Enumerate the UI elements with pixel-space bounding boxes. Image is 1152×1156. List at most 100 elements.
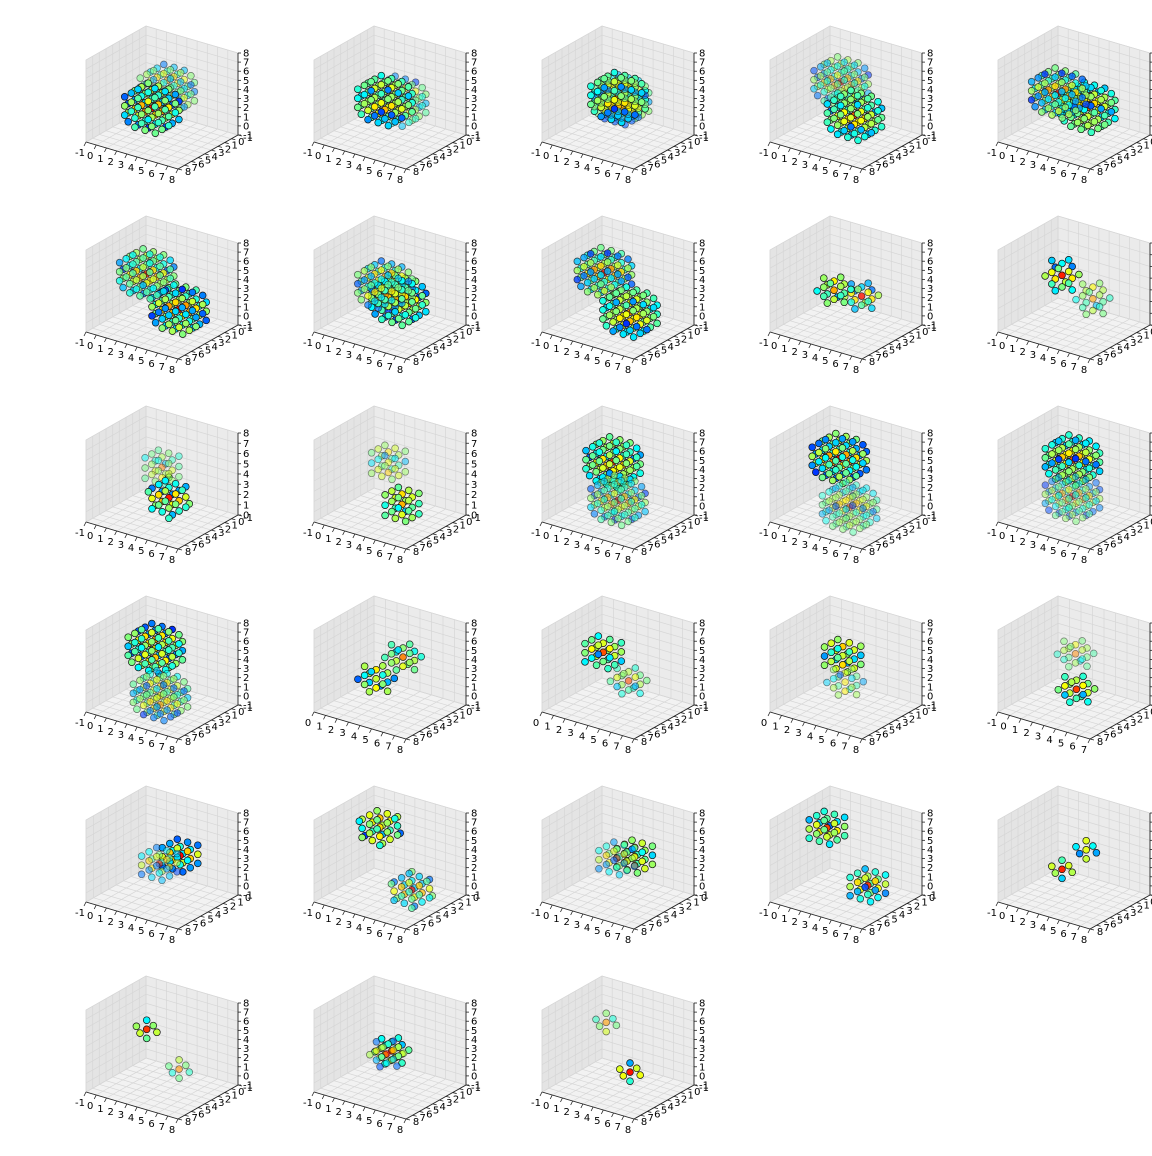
data-point-1 — [163, 855, 171, 864]
data-point-2 — [641, 864, 649, 873]
data-point-1 — [630, 862, 639, 871]
x-tick-label: 5 — [822, 166, 828, 177]
y-tick-label: 3 — [674, 148, 680, 159]
data-point-1 — [1065, 662, 1073, 671]
y-tick-label: 2 — [909, 714, 915, 725]
z-tick-label: 2 — [243, 490, 249, 501]
data-point-1 — [590, 275, 598, 283]
data-point-1 — [605, 460, 614, 468]
data-point-2 — [397, 892, 406, 900]
z-tick-label: 5 — [471, 266, 477, 277]
data-point-1 — [1038, 99, 1046, 107]
x-tick-label: 3 — [339, 728, 345, 739]
y-tick-label: 3 — [218, 1098, 224, 1109]
data-point-2 — [372, 675, 380, 683]
data-point-1 — [1061, 103, 1070, 112]
data-point-1 — [404, 83, 413, 91]
z-tick-label: 0 — [471, 121, 477, 132]
data-point-1 — [405, 649, 414, 658]
axis-lines — [541, 433, 695, 550]
y-tick-label: 0 — [922, 707, 928, 718]
data-point-1 — [360, 99, 369, 108]
y-tick-label: 1 — [688, 711, 694, 722]
z-tick-label: 7 — [699, 438, 705, 449]
data-point-1 — [139, 281, 147, 290]
data-point-2 — [1072, 694, 1081, 703]
data-point-1 — [852, 463, 860, 471]
data-point-2 — [810, 75, 818, 84]
data-point-1 — [583, 287, 592, 296]
data-point-2 — [166, 66, 175, 74]
z-tick-label: 1 — [471, 682, 477, 693]
x-tick-label: 4 — [807, 732, 813, 743]
data-point-1 — [853, 91, 862, 100]
z-tick-label: 4 — [699, 275, 705, 286]
data-point-2 — [874, 893, 882, 902]
data-point-1 — [360, 276, 369, 284]
x-tick-label: 4 — [128, 163, 134, 174]
data-point-2 — [154, 501, 163, 509]
data-point-2 — [622, 310, 631, 319]
data-point-2 — [842, 487, 850, 495]
data-point-2 — [188, 297, 197, 306]
data-point-1 — [145, 857, 153, 865]
y-tick-label: -1 — [927, 133, 937, 144]
data-point-2 — [638, 848, 646, 857]
data-point-2 — [153, 703, 161, 711]
data-point-1 — [606, 653, 614, 662]
data-point-2 — [411, 314, 420, 322]
data-point-1 — [1044, 104, 1053, 112]
data-point-1 — [588, 461, 597, 469]
y-tick-label: 2 — [1137, 334, 1143, 345]
data-point-1 — [805, 834, 813, 842]
data-point-1 — [148, 873, 156, 882]
z-tick-label: 7 — [699, 628, 705, 639]
data-point-2 — [1082, 476, 1090, 484]
y-tick-label: 2 — [225, 334, 231, 345]
x-tick-label: 0 — [761, 718, 767, 729]
x-tick-label: 3 — [1030, 540, 1036, 551]
data-point-1 — [1053, 650, 1062, 658]
data-point-2 — [624, 686, 633, 694]
x-tick-label: 6 — [148, 1119, 154, 1130]
y-tick-label: 7 — [192, 733, 198, 744]
x-tick-label: 2 — [792, 537, 798, 548]
x-tick-label: 7 — [1071, 172, 1077, 183]
data-point-1 — [1078, 75, 1086, 84]
data-point-1 — [367, 469, 376, 478]
data-point-1 — [404, 92, 413, 100]
data-point-1 — [627, 86, 636, 94]
data-point-1 — [146, 268, 154, 277]
data-point-1 — [600, 287, 609, 295]
data-point-1 — [367, 87, 375, 95]
x-tick-label: 3 — [802, 540, 808, 551]
data-point-1 — [142, 1034, 151, 1043]
x-tick-label: 7 — [1071, 362, 1077, 373]
data-point-2 — [129, 698, 138, 707]
data-point-1 — [161, 87, 169, 96]
y-tick-label: 7 — [876, 923, 882, 934]
data-point-2 — [841, 687, 849, 695]
y-tick-label: 2 — [453, 334, 459, 345]
data-point-2 — [629, 306, 637, 315]
data-point-2 — [827, 84, 835, 92]
y-tick-label: 7 — [1104, 163, 1110, 174]
y-tick-label: 8 — [413, 547, 419, 558]
y-tick-label: 6 — [882, 729, 888, 740]
x-tick-label: -1 — [987, 338, 997, 349]
y-tick-label: 1 — [1144, 521, 1150, 532]
z-tick-label: 5 — [699, 76, 705, 87]
data-point-1 — [580, 272, 588, 280]
data-point-2 — [185, 1068, 194, 1076]
data-point-2 — [158, 324, 166, 332]
z-tick-label: 7 — [471, 439, 477, 450]
data-point-2 — [633, 869, 642, 877]
y-tick-label: 6 — [1110, 729, 1116, 740]
x-tick-label: 8 — [397, 365, 403, 376]
data-point-1 — [587, 654, 596, 662]
y-tick-label: 5 — [889, 726, 895, 737]
data-point-2 — [618, 690, 626, 698]
data-point-2 — [848, 483, 857, 492]
